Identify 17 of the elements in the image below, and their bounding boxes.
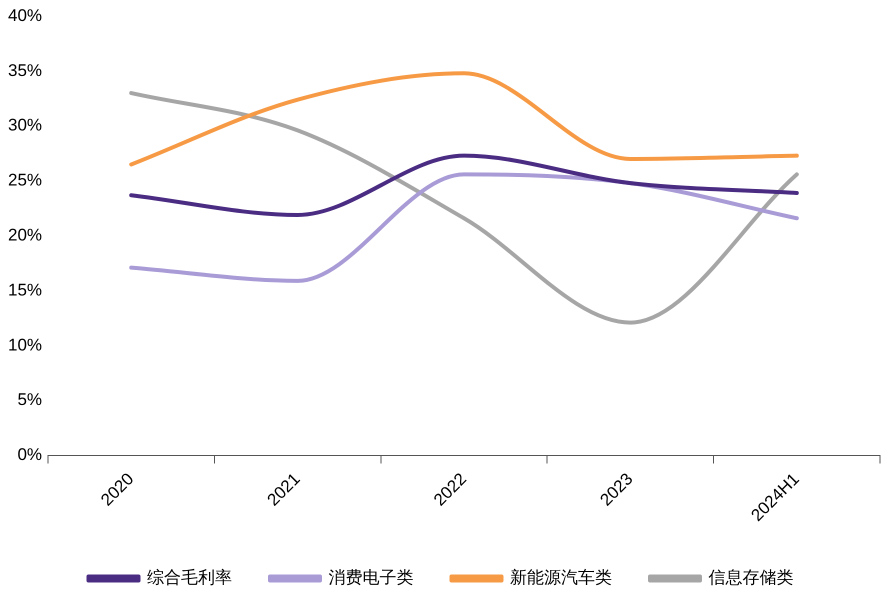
y-tick-label: 40% (8, 6, 42, 25)
y-tick-label: 15% (8, 280, 42, 300)
y-tick-label: 5% (17, 390, 42, 410)
y-tick-label: 0% (17, 445, 42, 464)
legend-label: 综合毛利率 (147, 568, 232, 588)
legend-label: 消费电子类 (328, 568, 414, 588)
y-tick-label: 25% (8, 170, 42, 190)
y-tick-label: 30% (8, 116, 42, 135)
line-series (129, 172, 799, 283)
legend-label: 信息存储类 (708, 568, 794, 588)
line-series (129, 154, 799, 217)
y-tick-label: 35% (8, 60, 42, 80)
line-series (129, 71, 799, 166)
legend-label: 新能源汽车类 (510, 568, 612, 588)
y-tick-label: 20% (8, 226, 42, 245)
line-series (129, 91, 799, 325)
y-tick-label: 10% (8, 335, 42, 354)
